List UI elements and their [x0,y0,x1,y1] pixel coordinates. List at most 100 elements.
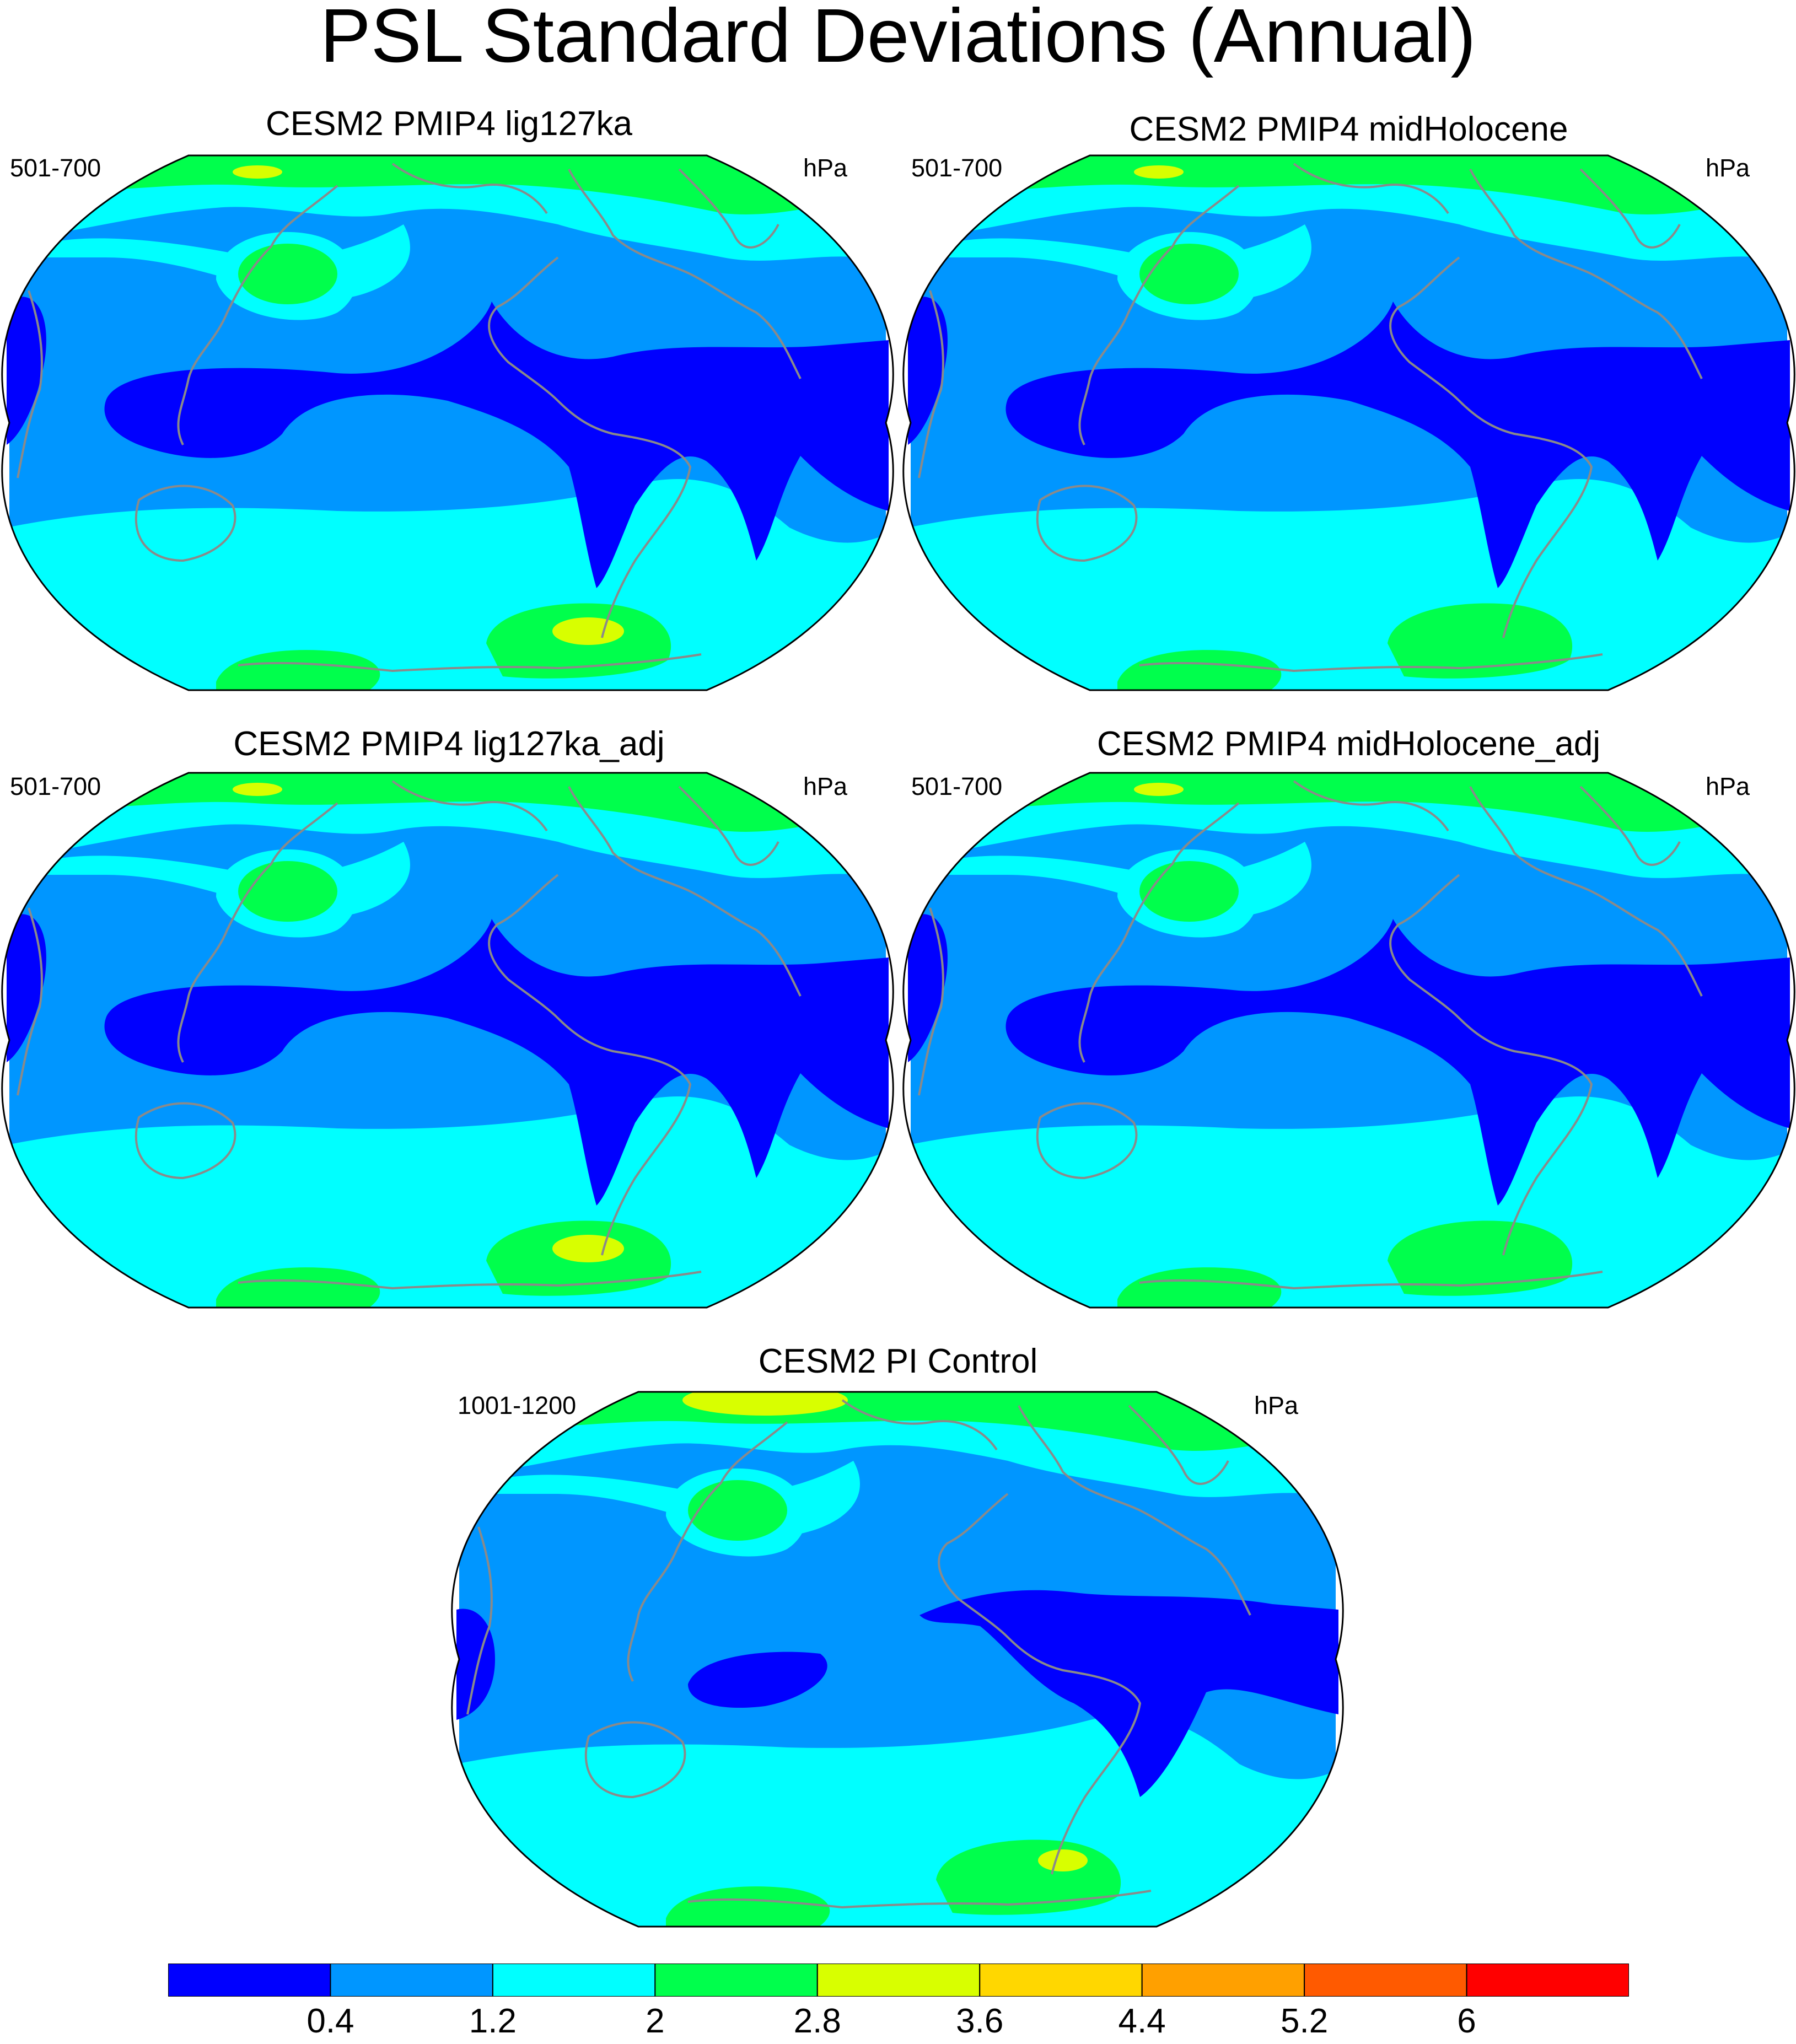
coastline-6 [678,168,779,249]
colorbar-swatch-8 [1466,1964,1629,1997]
colorbar-label: 0.4 [306,2002,354,2040]
southern-band [456,1715,1338,1927]
coastlines [17,780,802,1289]
arctic-max [1134,165,1184,179]
coastline-7 [391,780,548,832]
panel-title: CESM2 PMIP4 lig127ka_adj [233,725,665,763]
colorbar-label: 5.2 [1281,2002,1329,2040]
panel-years-label: 1001-1200 [458,1391,577,1419]
coastline-3 [918,290,944,478]
tropical-low-pacific [1005,919,1790,1206]
map-midHolocene-adj [902,772,1795,1309]
coastline-6 [1579,786,1681,866]
north-pacific-high [238,861,337,922]
map-outline [1,772,894,1309]
tropical-low-africa [7,914,46,1062]
arctic-high [908,773,1790,832]
coastline-5 [238,1271,702,1289]
tropical-low-atlantic [919,1590,1338,1797]
map-panel-midHolocene-adj: CESM2 PMIP4 midHolocene_adj 501-700 hPa [901,719,1796,1315]
panel-years-label: 501-700 [10,154,101,182]
coastline-3 [17,290,43,478]
arctic-max [233,165,282,179]
coastline-1 [1469,786,1703,997]
coastline-2 [177,185,338,445]
map-outline [451,1391,1344,1928]
tropical-low-pacific [688,1652,827,1708]
colorbar-swatch-2 [492,1964,656,1997]
map-outline [902,154,1795,691]
antarctic-max [552,1235,624,1262]
panel-units-label: hPa [803,772,848,800]
antarctic-max [552,617,624,645]
colorbar-label: 2 [646,2002,665,2040]
map-midHolocene [902,154,1795,691]
antarctic-high-2 [216,1267,380,1308]
tropical-low-africa [908,914,948,1062]
coastline-6 [1579,168,1681,249]
antarctic-high-2 [1117,1267,1282,1308]
colorbar-label: 4.4 [1118,2002,1166,2040]
arctic-max [1134,783,1184,796]
north-pacific-high [1139,244,1239,304]
tropical-low-africa [908,297,948,445]
coastline-2 [177,802,338,1063]
coastline-7 [841,1399,998,1451]
coastline-6 [678,786,779,866]
colorbar-swatch-7 [1304,1964,1467,1997]
arctic-high [456,1392,1338,1451]
arctic-high [7,773,889,832]
map-panel-lig127ka: CESM2 PMIP4 lig127ka 501-700 hPa [0,99,898,695]
map-lig127ka [1,154,894,691]
antarctic-high-2 [1117,650,1282,690]
arctic-high [7,155,889,214]
coastline-4 [135,1102,236,1179]
panel-years-label: 501-700 [10,772,101,800]
colorbar-swatch-4 [816,1964,981,1997]
coastlines [466,1399,1251,1908]
panel-title: CESM2 PMIP4 lig127ka [265,105,633,143]
coastline-5 [238,653,702,672]
map-panel-pi-control: CESM2 PI Control 1001-1200 hPa [451,1340,1344,1940]
panel-units-label: hPa [1254,1391,1299,1419]
coastline-3 [918,907,944,1096]
coastline-0 [1389,256,1593,638]
panel-units-label: hPa [1706,154,1750,182]
map-pi-control [451,1391,1344,1928]
panel-title: CESM2 PMIP4 midHolocene_adj [1096,725,1601,763]
colorbar-label: 2.8 [793,2002,841,2040]
antarctic-high-2 [216,650,380,690]
antarctic-high [1388,603,1573,679]
colorbar-swatches [168,1964,1629,1997]
coastline-0 [488,256,691,638]
coastline-1 [568,169,802,379]
colorbar-label: 1.2 [469,2002,517,2040]
map-lig127ka-adj [1,772,894,1309]
north-pacific-high [688,1480,787,1541]
colorbar-swatch-1 [330,1964,493,1997]
colorbar-swatch-0 [168,1964,331,1997]
coastline-4 [1036,1102,1138,1179]
map-outline [902,772,1795,1309]
panel-years-label: 501-700 [911,154,1003,182]
coastline-5 [687,1890,1152,1908]
colorbar-swatch-3 [654,1964,818,1997]
coastline-7 [1293,163,1449,214]
map-panel-lig127ka-adj: CESM2 PMIP4 lig127ka_adj 501-700 hPa [0,719,898,1315]
coastline-2 [1078,802,1240,1063]
panel-title: CESM2 PMIP4 midHolocene [1129,110,1568,148]
tropical-low-africa [7,297,46,445]
coastlines [918,780,1703,1289]
antarctic-max [1038,1849,1088,1871]
coastlines [17,163,802,672]
north-pacific-high [1139,861,1239,922]
page-title: PSL Standard Deviations (Annual) [320,0,1476,78]
map-outline [1,154,894,691]
antarctic-high-2 [666,1886,830,1927]
colorbar [168,1964,1629,1997]
tropical-low-pacific [104,302,889,588]
coastline-2 [1078,185,1240,445]
coastline-0 [938,1493,1141,1875]
coastline-6 [1128,1405,1229,1485]
colorbar-swatch-5 [979,1964,1143,1997]
